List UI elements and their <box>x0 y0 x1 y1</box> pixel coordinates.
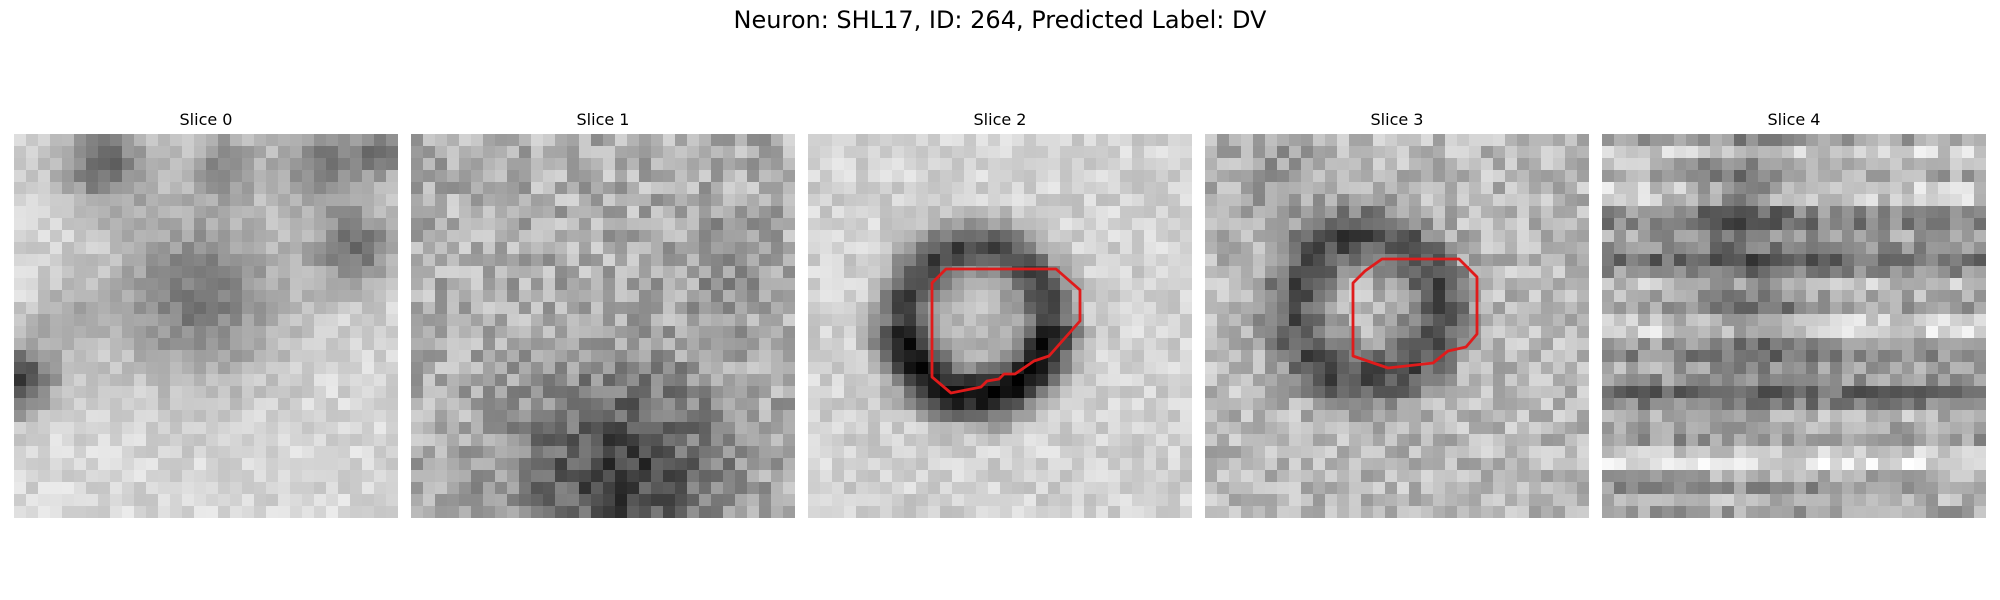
slice-1-title: Slice 1 <box>411 110 795 129</box>
slice-2-image <box>808 134 1192 518</box>
slice-4-image <box>1602 134 1986 518</box>
slice-0-image <box>14 134 398 518</box>
slice-4-title: Slice 4 <box>1602 110 1986 129</box>
slice-3-image <box>1205 134 1589 518</box>
slice-1-image <box>411 134 795 518</box>
slice-0-title: Slice 0 <box>14 110 398 129</box>
slice-2-title: Slice 2 <box>808 110 1192 129</box>
slice-3-title: Slice 3 <box>1205 110 1589 129</box>
figure-title: Neuron: SHL17, ID: 264, Predicted Label:… <box>0 6 2000 34</box>
